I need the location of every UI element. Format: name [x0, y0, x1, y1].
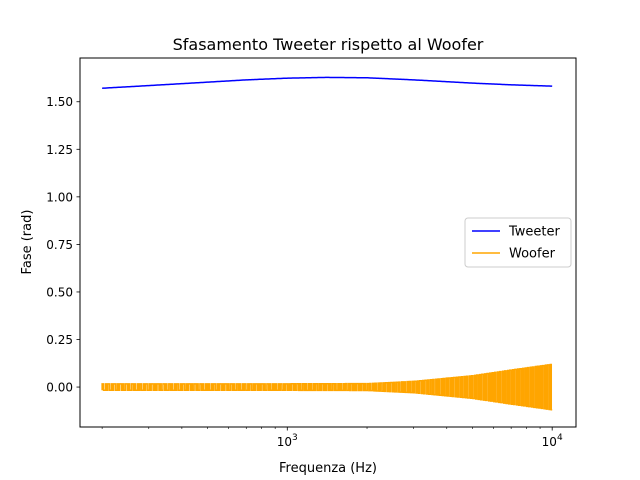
legend: Tweeter Woofer [464, 217, 572, 268]
plot-frame [79, 57, 577, 428]
legend-label-woofer: Woofer [509, 247, 556, 262]
y-tick-label: 0.50 [46, 285, 73, 299]
y-tick-label: 0.75 [46, 238, 73, 252]
y-axis: 0.00 0.25 0.50 0.75 1.00 1.25 1.50 [46, 95, 80, 395]
legend-label-tweeter: Tweeter [508, 225, 561, 240]
y-tick-label: 1.50 [46, 95, 73, 109]
x-tick-exponent: 4 [557, 433, 563, 443]
x-tick-base: 10 [277, 435, 292, 449]
plot-area [101, 76, 553, 411]
x-tick-exponent: 3 [292, 433, 298, 443]
y-tick-label: 1.00 [46, 190, 73, 204]
y-tick-label: 0.00 [46, 381, 73, 395]
series-line-tweeter [102, 76, 553, 89]
series-layer [101, 76, 553, 411]
x-axis: 103 104 [101, 427, 563, 449]
y-tick-label: 0.25 [46, 333, 73, 347]
x-tick-label: 103 [277, 433, 298, 449]
series-line-woofer [101, 363, 553, 411]
chart-title: Sfasamento Tweeter rispetto al Woofer [173, 35, 484, 54]
y-axis-label: Fase (rad) [20, 210, 35, 275]
x-axis-label: Frequenza (Hz) [279, 461, 377, 476]
x-tick-base: 10 [542, 435, 557, 449]
x-tick-label: 104 [542, 433, 563, 449]
y-tick-label: 1.25 [46, 143, 73, 157]
